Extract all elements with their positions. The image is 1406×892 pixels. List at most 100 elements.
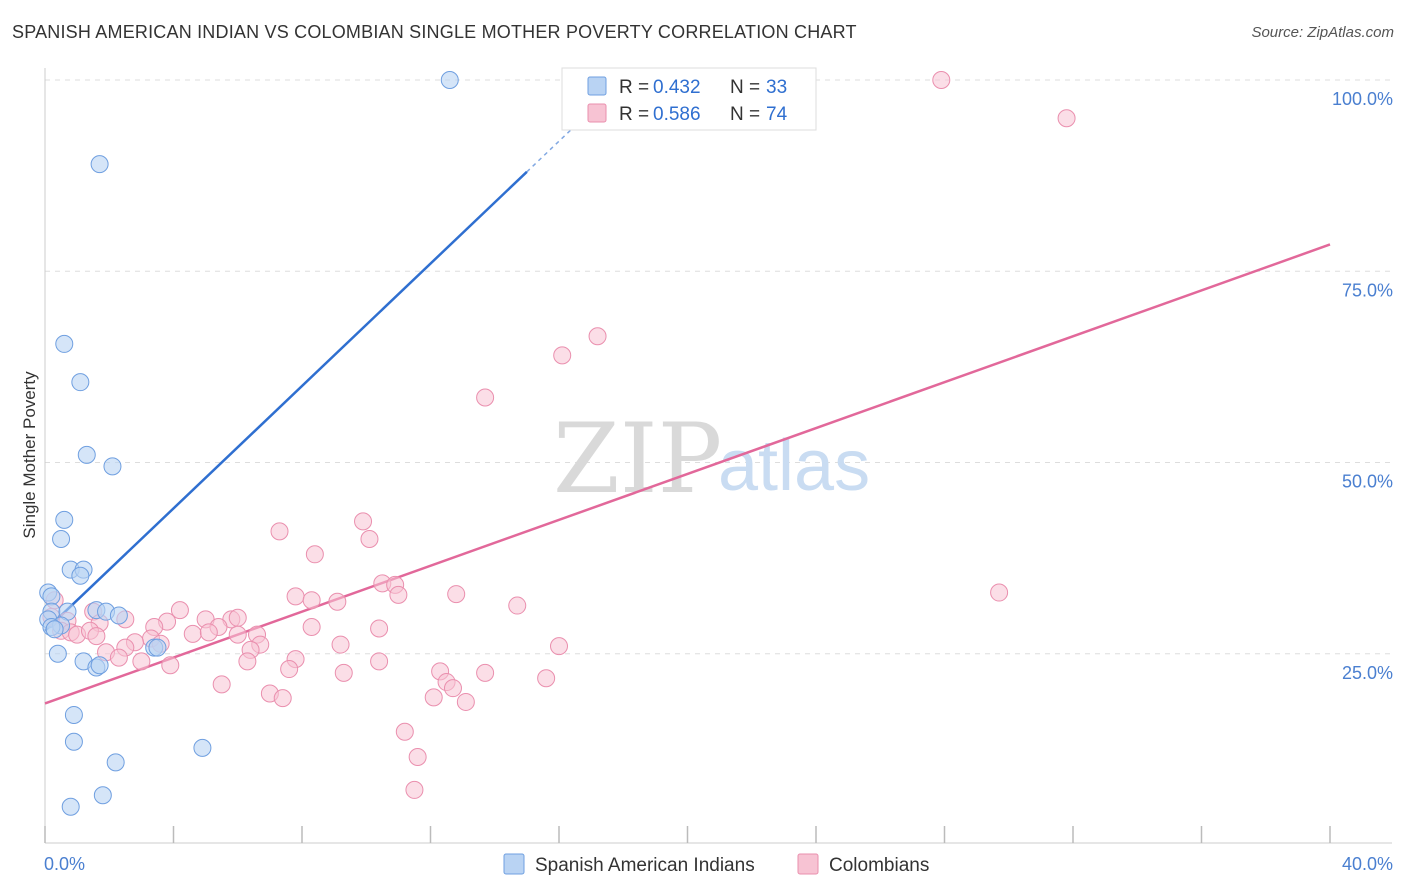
colombians-point xyxy=(447,585,466,604)
colombians-point xyxy=(305,545,324,564)
spanish-american-indians-point xyxy=(45,620,64,639)
colombians-point xyxy=(476,663,495,682)
colombians-point xyxy=(273,689,292,708)
spanish-american-indians-point xyxy=(64,705,83,724)
legend-swatch-blue xyxy=(587,76,607,96)
series-legend-swatch-blue xyxy=(503,853,525,875)
colombians-point xyxy=(87,627,106,646)
colombians-point xyxy=(238,652,257,671)
colombians-point xyxy=(476,388,495,407)
spanish-american-indians-point xyxy=(90,155,109,174)
colombians-point xyxy=(537,669,556,688)
grid-lines xyxy=(45,79,1392,655)
colombians-point xyxy=(508,596,527,615)
spanish-american-indians-point xyxy=(61,797,80,816)
spanish-american-indians-point xyxy=(193,738,212,757)
trend-line-extension-spanish-american-indians xyxy=(526,125,576,173)
watermark: ZIP atlas xyxy=(553,403,870,515)
colombians-point xyxy=(331,635,350,654)
spanish-american-indians-point xyxy=(440,71,459,89)
colombians-point xyxy=(1057,109,1076,128)
colombians-point xyxy=(280,660,299,679)
colombians-point xyxy=(354,512,373,531)
colombians-point xyxy=(443,679,462,698)
colombians-point xyxy=(170,601,189,620)
spanish-american-indians-point xyxy=(77,445,96,464)
y-axis-label: Single Mother Poverty xyxy=(20,371,39,539)
colombians-point xyxy=(302,617,321,636)
colombians-point xyxy=(370,652,389,671)
colombians-point xyxy=(370,619,389,638)
spanish-american-indians-point xyxy=(106,753,125,772)
legend-swatch-pink xyxy=(587,103,607,123)
colombians-point xyxy=(389,585,408,604)
series-legend: Spanish American Indians Colombians xyxy=(503,853,929,876)
spanish-american-indians-point xyxy=(148,638,167,657)
colombians-point xyxy=(109,648,128,667)
legend-n-label-1: N = xyxy=(730,77,760,98)
colombians-point xyxy=(183,624,202,643)
legend-r-label-1: R = xyxy=(619,77,649,98)
x-tick-labels: 0.0% 40.0% xyxy=(44,854,1393,874)
spanish-american-indians-point xyxy=(55,510,74,529)
colombians-point xyxy=(270,522,289,541)
y-tick-label-50: 50.0% xyxy=(1342,472,1393,492)
spanish-american-indians-point xyxy=(48,644,67,663)
watermark-atlas: atlas xyxy=(718,426,870,506)
watermark-zip: ZIP xyxy=(553,403,722,515)
trend-line-spanish-american-indians xyxy=(44,170,528,632)
colombians-point xyxy=(550,637,568,656)
spanish-american-indians-point xyxy=(71,373,90,392)
spanish-american-indians-point xyxy=(93,786,112,805)
colombians-point xyxy=(228,625,247,644)
x-tick-label-max: 40.0% xyxy=(1342,854,1393,874)
colombians-point xyxy=(228,608,247,627)
colombians-point xyxy=(302,591,321,610)
colombians-point xyxy=(456,692,475,711)
spanish-american-indians-point xyxy=(42,587,61,606)
colombians-point xyxy=(990,583,1009,602)
stats-legend: R = 0.432 N = 33 R = 0.586 N = 74 xyxy=(561,67,817,131)
spanish-american-indians-point xyxy=(109,606,128,625)
colombians-point xyxy=(405,780,424,799)
series-legend-label-1: Spanish American Indians xyxy=(535,855,755,876)
legend-n-value-1: 33 xyxy=(766,77,787,98)
legend-r-label-2: R = xyxy=(619,104,649,125)
series-legend-label-2: Colombians xyxy=(829,855,929,876)
colombians-point xyxy=(132,652,151,671)
colombians-point xyxy=(553,346,572,365)
spanish-american-indians-point xyxy=(103,457,122,476)
spanish-american-indians-point xyxy=(71,566,90,585)
legend-r-value-1: 0.432 xyxy=(653,77,701,98)
colombians-point xyxy=(360,530,379,548)
source-credit: Source: ZipAtlas.com xyxy=(1251,24,1394,41)
colombians-point xyxy=(408,748,427,767)
colombians-point xyxy=(588,327,607,346)
series-legend-swatch-pink xyxy=(797,853,819,875)
colombians-point xyxy=(334,663,353,682)
y-tick-label-100: 100.0% xyxy=(1332,89,1393,109)
y-tick-label-25: 25.0% xyxy=(1342,663,1393,683)
spanish-american-indians-point xyxy=(64,732,83,751)
y-tick-label-75: 75.0% xyxy=(1342,280,1393,300)
colombians-points xyxy=(42,71,1076,799)
colombians-point xyxy=(932,71,951,89)
colombians-point xyxy=(424,688,443,707)
chart-title: SPANISH AMERICAN INDIAN VS COLOMBIAN SIN… xyxy=(12,22,857,42)
colombians-point xyxy=(199,623,218,642)
x-tick-label-min: 0.0% xyxy=(44,854,85,874)
colombians-point xyxy=(328,592,347,611)
spanish-american-indians-point xyxy=(55,334,74,353)
spanish-american-indians-points xyxy=(39,71,459,816)
colombians-point xyxy=(161,656,180,675)
spanish-american-indians-point xyxy=(52,530,71,548)
spanish-american-indians-point xyxy=(90,656,109,675)
colombians-point xyxy=(286,587,305,606)
colombians-point xyxy=(212,675,231,694)
legend-r-value-2: 0.586 xyxy=(653,104,701,125)
colombians-point xyxy=(395,722,414,741)
axes xyxy=(44,68,1392,844)
legend-n-value-2: 74 xyxy=(766,104,788,125)
legend-n-label-2: N = xyxy=(730,104,760,125)
y-tick-labels: 25.0% 50.0% 75.0% 100.0% xyxy=(1332,89,1393,683)
